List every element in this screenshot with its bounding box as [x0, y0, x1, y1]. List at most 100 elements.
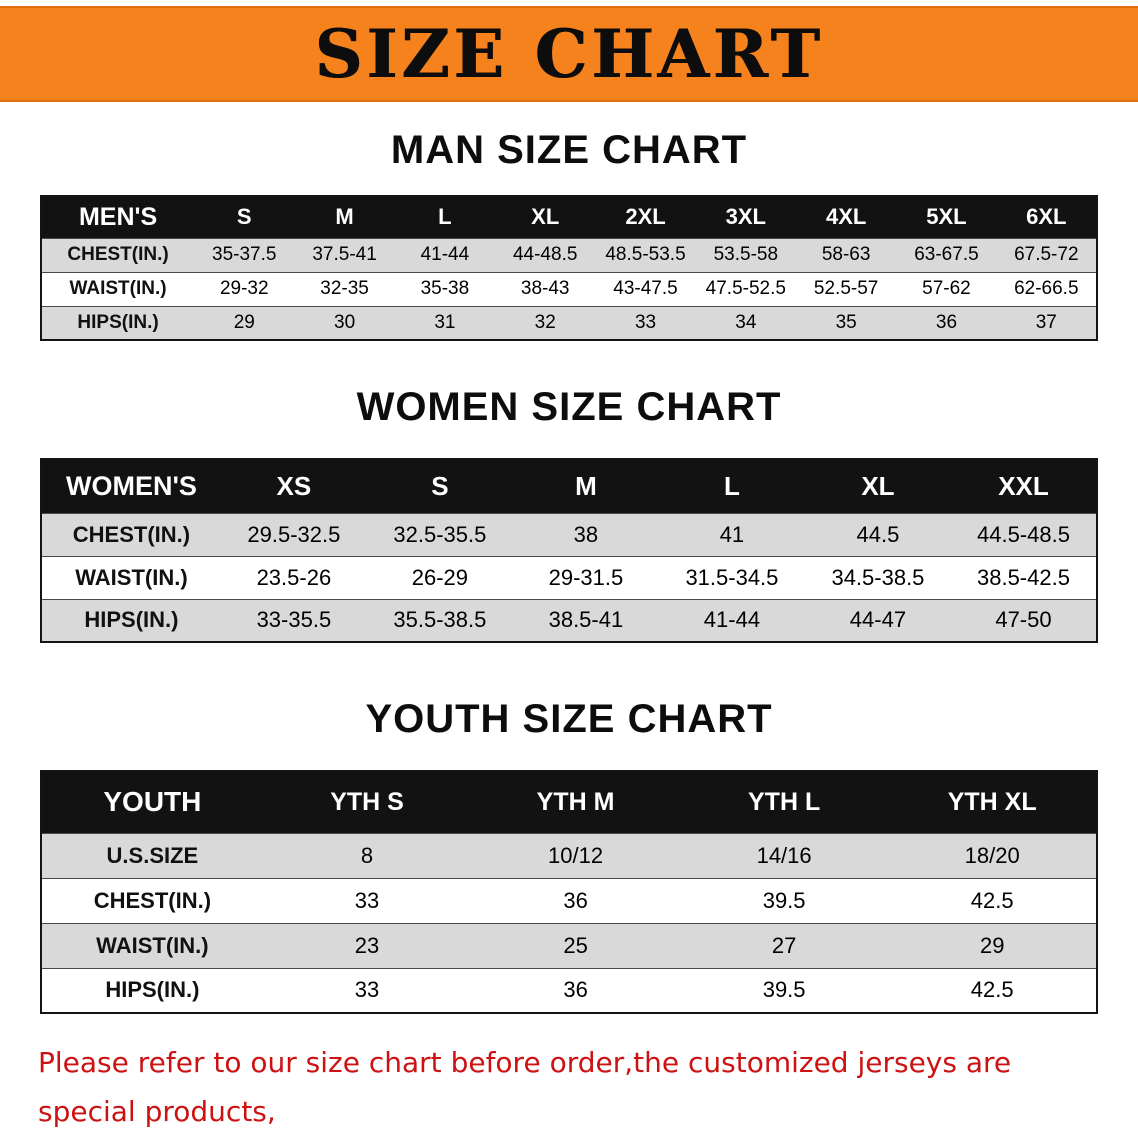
size-cell: 52.5-57 — [813, 278, 879, 299]
size-cell: 53.5-58 — [713, 244, 779, 265]
size-cell: 37.5-41 — [312, 244, 377, 265]
size-cell: 44.5-48.5 — [976, 521, 1070, 547]
women-waist-row: WAIST(IN.) 23.5-26 26-29 29-31.5 31.5-34… — [41, 556, 1097, 599]
size-cell: 67.5-72 — [1014, 244, 1079, 265]
size-cell: 37 — [1035, 311, 1057, 333]
size-cell: 29-32 — [219, 278, 269, 299]
size-header-cell: M — [335, 204, 354, 230]
size-header-cell: M — [575, 470, 597, 501]
size-cell: 29.5-32.5 — [247, 521, 341, 547]
size-cell: 36 — [563, 887, 588, 913]
size-cell: 29-31.5 — [548, 564, 624, 590]
size-cell: 43-47.5 — [613, 278, 678, 299]
youth-hips-row: HIPS(IN.) 33 36 39.5 42.5 — [41, 968, 1097, 1013]
row-label: WAIST(IN.) — [96, 932, 209, 958]
size-cell: 38.5-42.5 — [976, 564, 1070, 590]
size-cell: 33 — [354, 977, 380, 1003]
men-header-row: MEN'S S M L XL 2XL 3XL 4XL 5XL 6XL — [41, 196, 1097, 238]
size-cell: 23.5-26 — [256, 564, 332, 590]
size-cell: 34 — [735, 311, 757, 333]
size-header-cell: YTH XL — [947, 787, 1037, 816]
size-cell: 47-50 — [995, 607, 1052, 633]
size-header-cell: S — [236, 204, 252, 230]
row-label: WAIST(IN.) — [75, 564, 188, 590]
size-cell: 44-48.5 — [512, 244, 578, 265]
row-label: HIPS(IN.) — [77, 311, 159, 333]
size-cell: 18/20 — [964, 842, 1020, 868]
row-label: CHEST(IN.) — [67, 244, 169, 265]
women-hips-row: HIPS(IN.) 33-35.5 35.5-38.5 38.5-41 41-4… — [41, 599, 1097, 642]
size-cell: 32 — [534, 311, 556, 333]
women-header-row: WOMEN'S XS S M L XL XXL — [41, 459, 1097, 513]
size-cell: 47.5-52.5 — [705, 278, 786, 299]
size-cell: 38.5-41 — [548, 607, 624, 633]
size-cell: 10/12 — [548, 842, 604, 868]
size-header-cell: XL — [861, 470, 895, 501]
size-cell: 41-44 — [420, 244, 470, 265]
size-cell: 29 — [979, 932, 1005, 958]
size-cell: 48.5-53.5 — [605, 244, 686, 265]
size-cell: 41-44 — [703, 607, 761, 633]
women-header-label: WOMEN'S — [65, 470, 197, 501]
footer-disclaimer: Please refer to our size chart before or… — [38, 1038, 1100, 1132]
size-header-cell: L — [438, 204, 452, 230]
size-cell: 39.5 — [762, 977, 806, 1003]
women-size-table: WOMEN'S XS S M L XL XXL CHEST(IN.) 29.5-… — [40, 458, 1098, 643]
size-header-cell: YTH L — [748, 787, 821, 816]
size-header-cell: L — [723, 470, 740, 501]
size-cell: 41 — [719, 521, 745, 547]
size-cell: 34.5-38.5 — [831, 564, 925, 590]
size-cell: 26-29 — [411, 564, 469, 590]
men-chest-row: CHEST(IN.) 35-37.5 37.5-41 41-44 44-48.5… — [41, 238, 1097, 272]
men-waist-row: WAIST(IN.) 29-32 32-35 35-38 38-43 43-47… — [41, 272, 1097, 306]
size-header-cell: XXL — [998, 470, 1049, 501]
size-cell: 32-35 — [320, 278, 369, 299]
size-cell: 42.5 — [970, 887, 1014, 913]
men-hips-row: HIPS(IN.) 29 30 31 32 33 34 35 36 37 — [41, 306, 1097, 340]
size-cell: 38 — [573, 521, 599, 547]
page-title: SIZE CHART — [314, 15, 824, 93]
size-cell: 33 — [354, 887, 380, 913]
size-cell: 36 — [563, 977, 588, 1003]
size-cell: 27 — [771, 932, 797, 958]
size-header-cell: 3XL — [725, 204, 766, 230]
title-banner: SIZE CHART — [0, 6, 1138, 102]
youth-section-heading: YOUTH SIZE CHART — [365, 697, 773, 741]
size-header-cell: 5XL — [926, 204, 967, 230]
size-cell: 29 — [233, 311, 255, 333]
size-cell: 57-62 — [922, 278, 971, 299]
row-label: HIPS(IN.) — [105, 977, 200, 1003]
size-cell: 31 — [434, 311, 456, 333]
size-header-cell: XL — [531, 204, 560, 230]
youth-waist-row: WAIST(IN.) 23 25 27 29 — [41, 923, 1097, 968]
youth-chest-row: CHEST(IN.) 33 36 39.5 42.5 — [41, 878, 1097, 923]
size-cell: 25 — [563, 932, 588, 958]
size-cell: 62-66.5 — [1014, 278, 1079, 299]
row-label: HIPS(IN.) — [84, 607, 179, 633]
women-section-heading: WOMEN SIZE CHART — [356, 385, 782, 429]
youth-header-label: YOUTH — [103, 786, 202, 818]
size-cell: 58-63 — [821, 244, 871, 265]
size-cell: 33 — [634, 311, 657, 333]
size-cell: 44.5 — [856, 521, 900, 547]
youth-size-table: YOUTH YTH S YTH M YTH L YTH XL U.S.SIZE … — [40, 770, 1098, 1014]
size-cell: 35.5-38.5 — [393, 607, 487, 633]
size-header-cell: 6XL — [1026, 204, 1067, 230]
size-header-cell: S — [431, 470, 449, 501]
size-cell: 8 — [360, 842, 374, 868]
size-cell: 30 — [334, 311, 356, 333]
men-section-heading: MAN SIZE CHART — [390, 128, 748, 172]
size-cell: 14/16 — [756, 842, 812, 868]
size-cell: 32.5-35.5 — [393, 521, 487, 547]
youth-header-row: YOUTH YTH S YTH M YTH L YTH XL — [41, 771, 1097, 833]
size-cell: 38-43 — [520, 278, 570, 299]
size-header-cell: 2XL — [625, 204, 666, 230]
size-cell: 33-35.5 — [256, 607, 332, 633]
size-cell: 31.5-34.5 — [685, 564, 779, 590]
size-cell: 23 — [354, 932, 380, 958]
men-header-label: MEN'S — [78, 202, 158, 231]
size-cell: 35 — [835, 311, 857, 333]
size-header-cell: 4XL — [825, 204, 867, 230]
size-cell: 35-37.5 — [212, 244, 277, 265]
size-cell: 35-38 — [420, 278, 470, 299]
